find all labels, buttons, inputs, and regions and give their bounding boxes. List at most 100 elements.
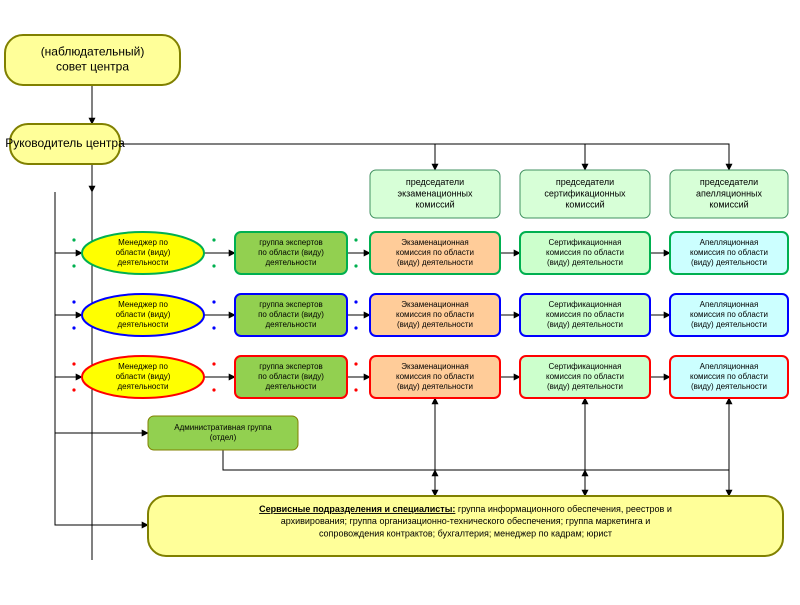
org-flowchart: (наблюдательный)совет центра Руководитель… — [0, 0, 800, 600]
svg-text:по области (виду): по области (виду) — [258, 248, 324, 257]
svg-text:(виду) деятельности: (виду) деятельности — [691, 258, 767, 267]
n_ap_g: Апелляционнаякомиссия по области(виду) д… — [670, 232, 788, 274]
edge — [223, 450, 585, 470]
svg-text:группа экспертов: группа экспертов — [259, 238, 323, 247]
svg-text:апелляционных: апелляционных — [696, 188, 763, 198]
svg-text:комиссия по области: комиссия по области — [396, 310, 474, 319]
svg-text:Апелляционная: Апелляционная — [700, 238, 759, 247]
n_head: Руководитель центра — [5, 124, 125, 164]
dot — [212, 362, 215, 365]
n_ce_r: Сертификационнаякомиссия по области(виду… — [520, 356, 650, 398]
svg-text:группа экспертов: группа экспертов — [259, 300, 323, 309]
svg-text:(виду) деятельности: (виду) деятельности — [397, 258, 473, 267]
n_mgr_g: Менеджер пообласти (виду)деятельности — [82, 232, 204, 274]
edge — [55, 253, 82, 315]
n_ex_r: Экзаменационнаякомиссия по области(виду)… — [370, 356, 500, 398]
svg-text:деятельности: деятельности — [265, 382, 316, 391]
svg-text:комиссий: комиссий — [709, 200, 748, 210]
svg-text:(виду) деятельности: (виду) деятельности — [397, 382, 473, 391]
edge — [435, 144, 585, 170]
n_mgr_b: Менеджер пообласти (виду)деятельности — [82, 294, 204, 336]
svg-text:деятельности: деятельности — [265, 320, 316, 329]
svg-text:деятельности: деятельности — [117, 258, 168, 267]
svg-text:(отдел): (отдел) — [210, 433, 237, 442]
svg-text:комиссия по области: комиссия по области — [546, 372, 624, 381]
svg-text:комиссия по области: комиссия по области — [546, 310, 624, 319]
svg-text:области (виду): области (виду) — [116, 372, 171, 381]
edge — [55, 192, 82, 253]
n_ce_g: Сертификационнаякомиссия по области(виду… — [520, 232, 650, 274]
svg-text:деятельности: деятельности — [265, 258, 316, 267]
svg-text:области (виду): области (виду) — [116, 310, 171, 319]
svg-text:Экзаменационная: Экзаменационная — [401, 238, 468, 247]
svg-text:Экзаменационная: Экзаменационная — [401, 300, 468, 309]
svg-text:Сертификационная: Сертификационная — [549, 300, 622, 309]
n_ap_r: Апелляционнаякомиссия по области(виду) д… — [670, 356, 788, 398]
svg-text:(виду) деятельности: (виду) деятельности — [547, 258, 623, 267]
n_exp_r: группа экспертовпо области (виду)деятель… — [235, 356, 347, 398]
n_exp_g: группа экспертовпо области (виду)деятель… — [235, 232, 347, 274]
svg-text:архивирования; группа организа: архивирования; группа организационно-тех… — [281, 516, 651, 526]
svg-text:председатели: председатели — [406, 177, 464, 187]
svg-text:комиссий: комиссий — [565, 200, 604, 210]
n_ce_b: Сертификационнаякомиссия по области(виду… — [520, 294, 650, 336]
svg-text:(виду) деятельности: (виду) деятельности — [691, 320, 767, 329]
dot — [212, 388, 215, 391]
svg-text:совет центра: совет центра — [56, 60, 129, 74]
dot — [212, 238, 215, 241]
svg-text:Менеджер по: Менеджер по — [118, 300, 168, 309]
n_ap_b: Апелляционнаякомиссия по области(виду) д… — [670, 294, 788, 336]
svg-text:Менеджер по: Менеджер по — [118, 238, 168, 247]
svg-text:деятельности: деятельности — [117, 382, 168, 391]
svg-text:области (виду): области (виду) — [116, 248, 171, 257]
dot — [72, 362, 75, 365]
svg-text:Апелляционная: Апелляционная — [700, 362, 759, 371]
dot — [354, 264, 357, 267]
dot — [72, 326, 75, 329]
svg-text:комиссия по области: комиссия по области — [546, 248, 624, 257]
svg-text:Экзаменационная: Экзаменационная — [401, 362, 468, 371]
n_mgr_r: Менеджер пообласти (виду)деятельности — [82, 356, 204, 398]
dot — [72, 300, 75, 303]
svg-text:комиссия по области: комиссия по области — [396, 372, 474, 381]
dot — [212, 264, 215, 267]
svg-text:председатели: председатели — [700, 177, 758, 187]
n_service: Сервисные подразделения и специалисты: г… — [148, 496, 783, 556]
svg-text:экзаменационных: экзаменационных — [397, 188, 473, 198]
svg-text:комиссия по области: комиссия по области — [396, 248, 474, 257]
svg-text:председатели: председатели — [556, 177, 614, 187]
svg-text:группа экспертов: группа экспертов — [259, 362, 323, 371]
n_admin: Административная группа(отдел) — [148, 416, 298, 450]
dot — [354, 300, 357, 303]
svg-text:по области (виду): по области (виду) — [258, 310, 324, 319]
svg-text:комиссия по области: комиссия по области — [690, 372, 768, 381]
svg-text:(виду) деятельности: (виду) деятельности — [397, 320, 473, 329]
edge — [55, 433, 148, 525]
svg-text:Сервисные подразделения и спец: Сервисные подразделения и специалисты: г… — [259, 504, 672, 514]
svg-text:Руководитель центра: Руководитель центра — [5, 136, 125, 150]
svg-text:комиссия по области: комиссия по области — [690, 248, 768, 257]
svg-text:сертификационных: сертификационных — [544, 188, 626, 198]
svg-text:по области (виду): по области (виду) — [258, 372, 324, 381]
svg-text:Менеджер по: Менеджер по — [118, 362, 168, 371]
edge — [120, 144, 435, 170]
svg-text:(виду) деятельности: (виду) деятельности — [547, 382, 623, 391]
svg-text:деятельности: деятельности — [117, 320, 168, 329]
dot — [354, 238, 357, 241]
n_chair_ce: председателисертификационных комиссий — [520, 170, 650, 218]
edge — [55, 315, 82, 377]
edge — [585, 470, 729, 496]
n_exp_b: группа экспертовпо области (виду)деятель… — [235, 294, 347, 336]
svg-text:комиссия по области: комиссия по области — [690, 310, 768, 319]
dot — [354, 362, 357, 365]
svg-text:(виду) деятельности: (виду) деятельности — [691, 382, 767, 391]
n_chair_ap: председателиапелляционных комиссий — [670, 170, 788, 218]
dot — [72, 388, 75, 391]
n_board: (наблюдательный)совет центра — [5, 35, 180, 85]
dot — [354, 388, 357, 391]
svg-text:(наблюдательный): (наблюдательный) — [41, 45, 145, 59]
svg-text:Сертификационная: Сертификационная — [549, 362, 622, 371]
svg-text:Административная группа: Административная группа — [174, 423, 272, 432]
n_chair_ex: председателиэкзаменационныхкомиссий — [370, 170, 500, 218]
svg-text:Сертификационная: Сертификационная — [549, 238, 622, 247]
